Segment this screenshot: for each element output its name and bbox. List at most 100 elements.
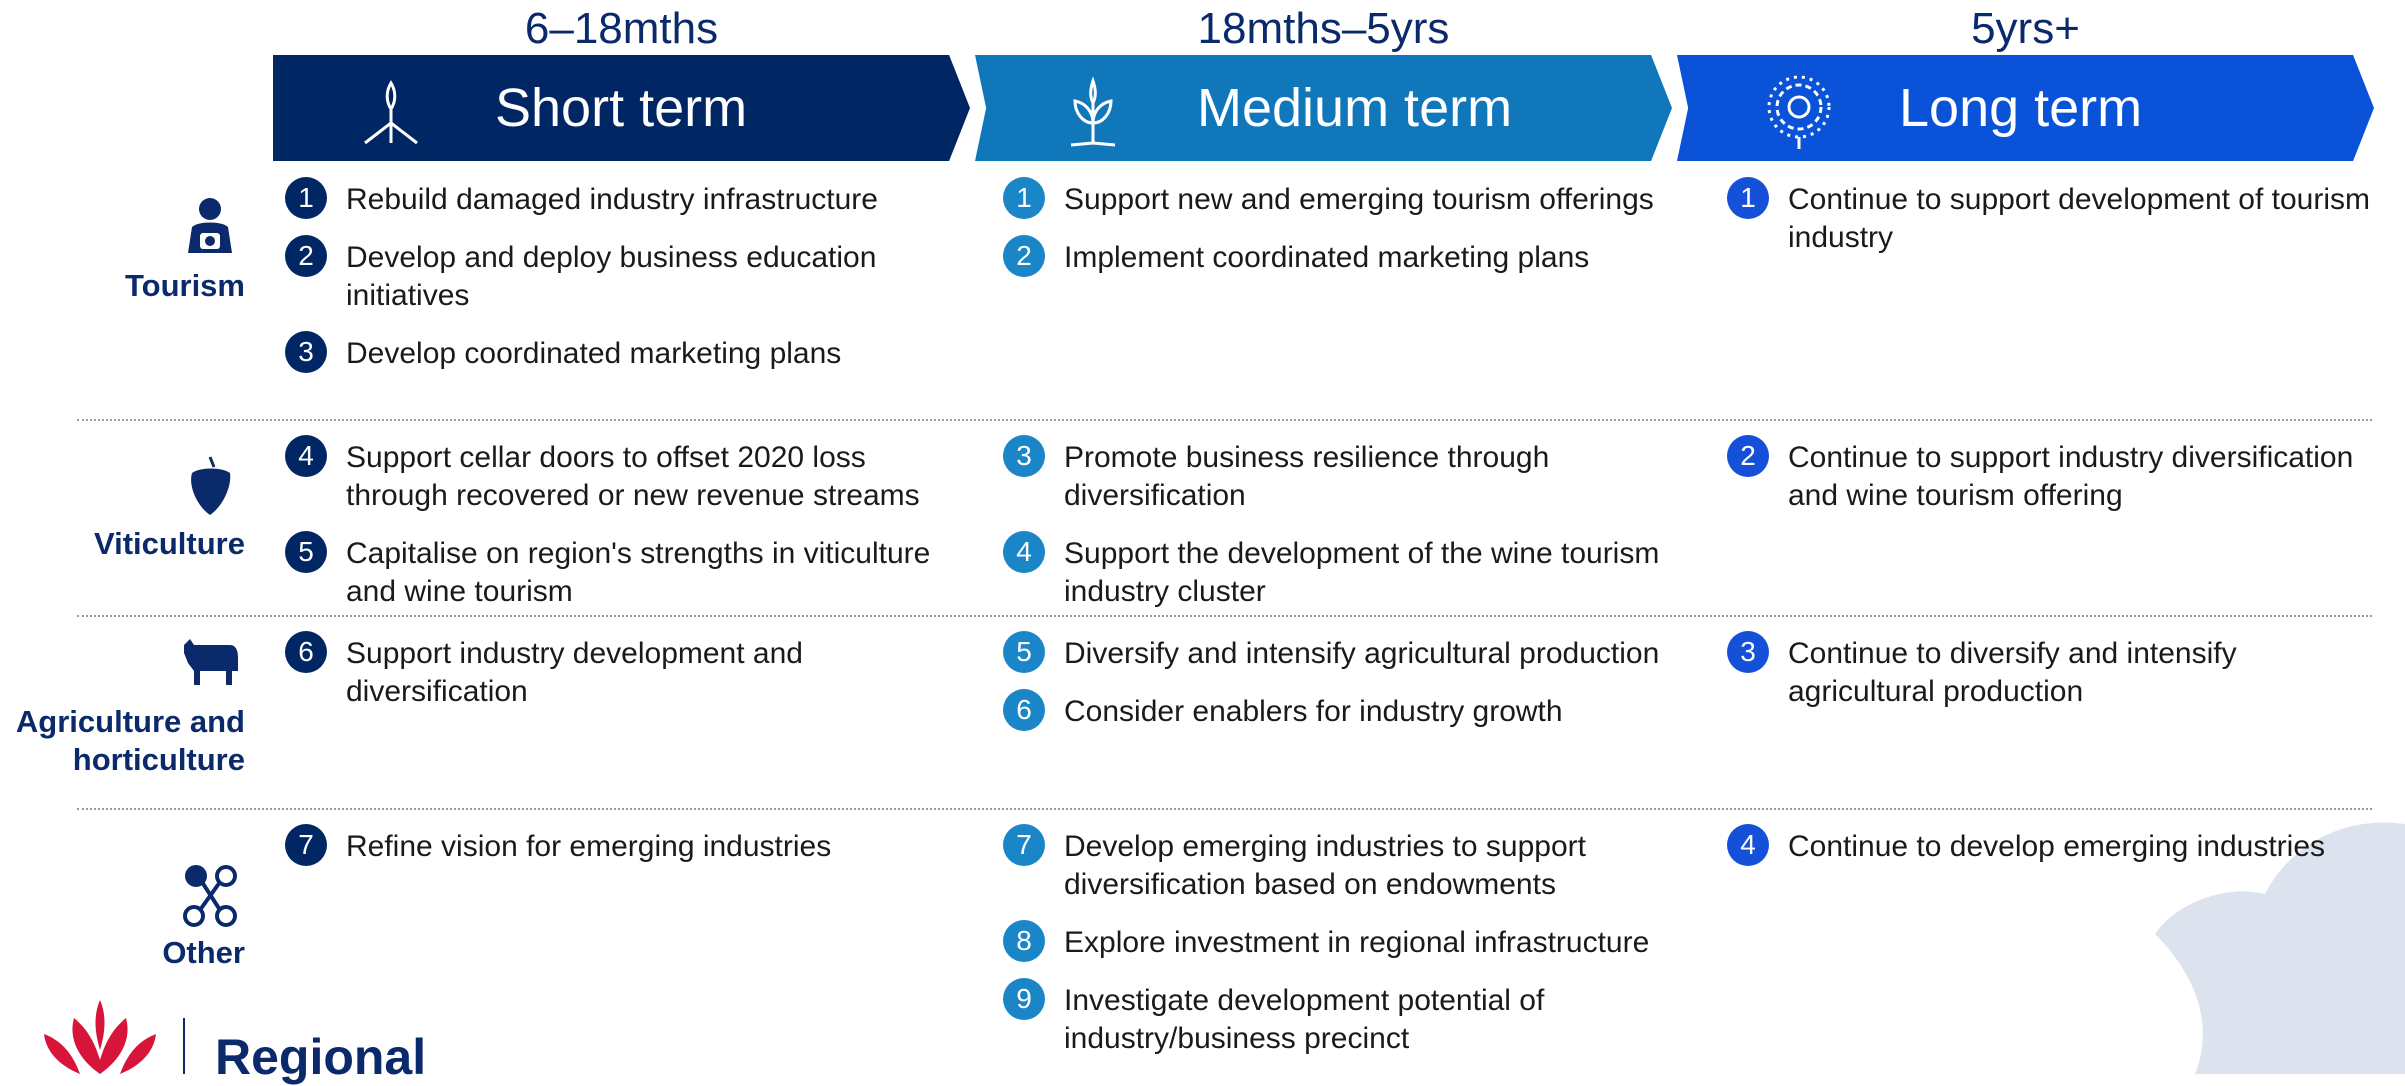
category-row: Other 7 Refine vision for emerging industr… [0, 808, 2405, 1074]
action-item: 2 Implement coordinated marketing plans [1003, 235, 1683, 277]
item-number: 1 [1727, 177, 1769, 219]
action-item: 3 Promote business resilience through div… [1003, 435, 1683, 515]
item-text: Develop coordinated marketing plans [346, 337, 842, 370]
category-label: Viticulture [93, 526, 245, 561]
cell: 1 Support new and emerging tourism offeri… [1003, 177, 1683, 277]
item-number: 2 [1727, 435, 1769, 477]
cell: 6 Support industry development and divers… [285, 631, 965, 711]
timeframe: 6–18mths [524, 4, 719, 53]
phase-title: Medium term [1197, 78, 1513, 138]
category-row: Agriculture and horticulture 6 Support ind… [0, 615, 2405, 808]
action-item: 4 Support cellar doors to offset 2020 los… [285, 435, 965, 515]
timeframe: 18mths–5yrs [1197, 4, 1450, 53]
action-item: 4 Support the development of the wine tou… [1003, 531, 1683, 611]
action-item: 3 Continue to diversify and intensify agr… [1727, 631, 2377, 711]
phase-title: Short term [495, 78, 748, 138]
phase-icon [1767, 75, 1831, 149]
item-number: 4 [1727, 824, 1769, 866]
cell: 1 Continue to support development of tour… [1727, 177, 2377, 257]
action-item: 6 Consider enablers for industry growth [1003, 689, 1683, 731]
item-text: Rebuild damaged industry infrastructure [346, 183, 878, 216]
phase-banner: Short term [273, 55, 970, 161]
item-text: Develop and deploy business education in… [346, 241, 877, 312]
category-row: Viticulture 4 Support cellar doors to offs… [0, 419, 2405, 615]
action-item: 6 Support industry development and divers… [285, 631, 965, 711]
category-label: Agriculture and horticulture [15, 704, 245, 777]
item-text: Implement coordinated marketing plans [1064, 241, 1590, 274]
action-item: 8 Explore investment in regional infrastr… [1003, 920, 1683, 962]
category-icon [183, 865, 237, 927]
phase-banner: Medium term [975, 55, 1672, 161]
action-item: 4 Continue to develop emerging industries [1727, 824, 2377, 866]
category-row: Tourism 1 Rebuild damaged industry infrast… [0, 161, 2405, 419]
item-text: Refine vision for emerging industries [346, 830, 832, 863]
item-text: Diversify and intensify agricultural pro… [1064, 637, 1660, 670]
row-separator [77, 808, 2372, 810]
item-text: Explore investment in regional infrastru… [1064, 926, 1650, 959]
action-item: 2 Develop and deploy business education i… [285, 235, 965, 315]
category-icon [184, 639, 238, 685]
action-item: 5 Diversify and intensify agricultural pr… [1003, 631, 1683, 673]
category-icon [191, 456, 231, 515]
item-number: 5 [1003, 631, 1045, 673]
cell: 7 Develop emerging industries to support … [1003, 824, 1683, 1058]
cell: 3 Continue to diversify and intensify agr… [1727, 631, 2377, 711]
item-number: 7 [1003, 824, 1045, 866]
action-item: 1 Rebuild damaged industry infrastructure [285, 177, 965, 219]
cell: 4 Support cellar doors to offset 2020 los… [285, 435, 965, 611]
item-text: Support cellar doors to offset 2020 loss… [346, 441, 920, 512]
item-text: Consider enablers for industry growth [1064, 695, 1563, 728]
item-text: Capitalise on region's strengths in viti… [346, 537, 931, 608]
action-item: 3 Develop coordinated marketing plans [285, 331, 965, 373]
item-text: Continue to support development of touri… [1788, 183, 2370, 254]
cell: 1 Rebuild damaged industry infrastructure… [285, 177, 965, 373]
item-number: 7 [285, 824, 327, 866]
logo-text: Regional [215, 1029, 427, 1085]
deco-shape [2155, 822, 2405, 1074]
cell: 7 Refine vision for emerging industries [285, 824, 965, 866]
cell: 2 Continue to support industry diversific… [1727, 435, 2377, 515]
item-text: Continue to support industry diversifica… [1788, 441, 2354, 512]
item-number: 6 [1003, 689, 1045, 731]
cell: 5 Diversify and intensify agricultural pr… [1003, 631, 1683, 731]
item-number: 3 [1727, 631, 1769, 673]
item-text: Support new and emerging tourism offerin… [1064, 183, 1654, 216]
phase-icon [364, 80, 418, 145]
item-text: Investigate development potential of ind… [1064, 984, 1545, 1055]
phase-banner: Long term [1677, 55, 2374, 161]
item-number: 5 [285, 531, 327, 573]
item-number: 3 [1003, 435, 1045, 477]
item-number: 9 [1003, 978, 1045, 1020]
action-item: 7 Develop emerging industries to support … [1003, 824, 1683, 904]
action-item: 9 Investigate development potential of in… [1003, 978, 1683, 1058]
row-separator [77, 419, 2372, 421]
item-text: Develop emerging industries to support d… [1064, 830, 1586, 901]
decoration [2155, 822, 2405, 1074]
item-number: 2 [1003, 235, 1045, 277]
item-number: 1 [1003, 177, 1045, 219]
item-text: Promote business resilience through dive… [1064, 441, 1550, 512]
timeframe: 5yrs+ [1971, 4, 2080, 53]
cell: 4 Continue to develop emerging industries [1727, 824, 2377, 866]
cell: 3 Promote business resilience through div… [1003, 435, 1683, 611]
action-item: 2 Continue to support industry diversific… [1727, 435, 2377, 515]
item-text: Support the development of the wine tour… [1064, 537, 1660, 608]
action-item: 1 Continue to support development of tour… [1727, 177, 2377, 257]
action-item: 5 Capitalise on region's strengths in vit… [285, 531, 965, 611]
item-text: Support industry development and diversi… [346, 637, 803, 708]
item-text: Continue to diversify and intensify agri… [1788, 637, 2237, 708]
item-number: 4 [285, 435, 327, 477]
category-icon [188, 198, 232, 253]
phase-title: Long term [1899, 78, 2143, 138]
item-number: 4 [1003, 531, 1045, 573]
category-label: Tourism [125, 268, 245, 303]
phase-icon [1070, 76, 1116, 147]
item-number: 6 [285, 631, 327, 673]
logo-divider [183, 1018, 185, 1074]
item-number: 2 [285, 235, 327, 277]
action-item: 7 Refine vision for emerging industries [285, 824, 965, 866]
category-label: Other [162, 935, 245, 970]
item-number: 1 [285, 177, 327, 219]
